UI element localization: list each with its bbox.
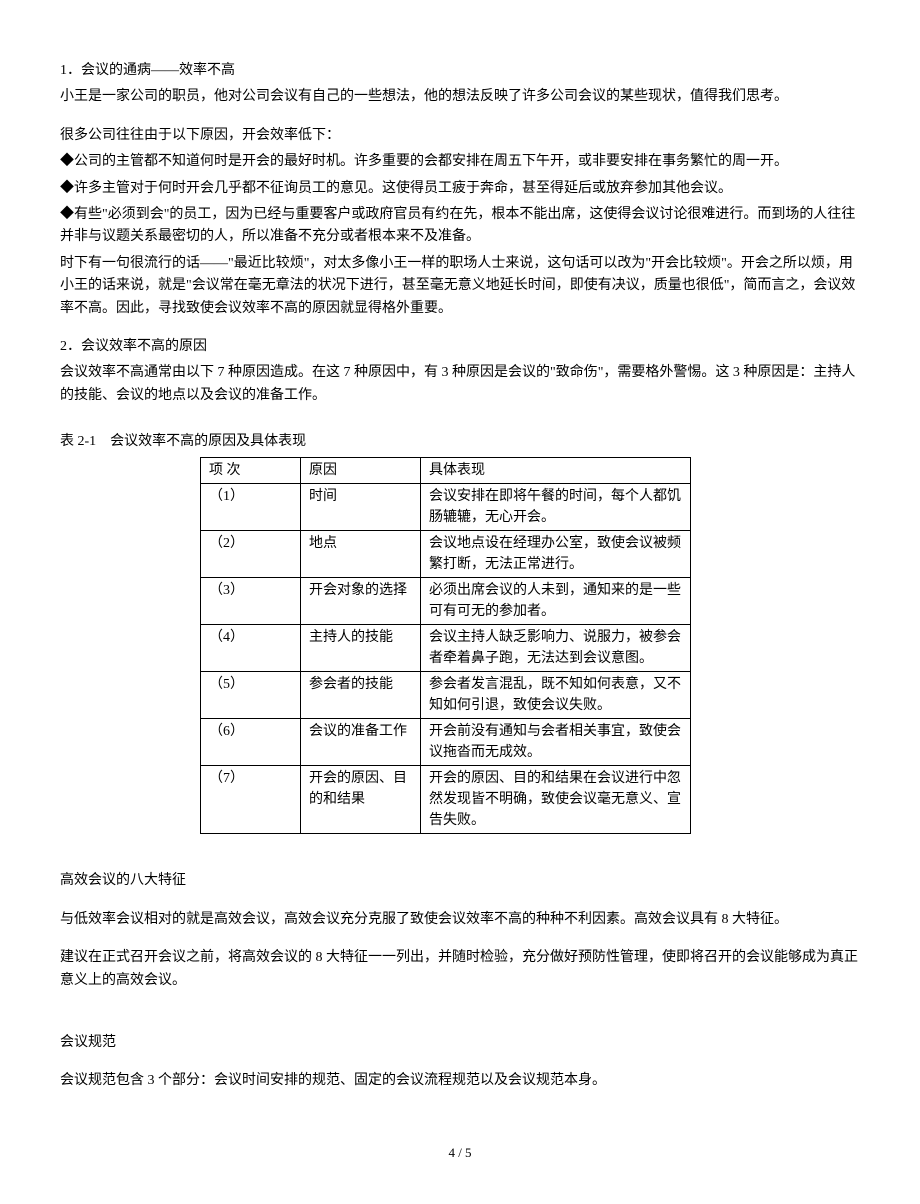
section1-bullet1: ◆公司的主管都不知道何时是开会的最好时机。许多重要的会都安排在周五下午开，或非要… bbox=[60, 151, 860, 173]
th-index: 项 次 bbox=[201, 458, 301, 484]
section1-bullet2: ◆许多主管对于何时开会几乎都不征询员工的意见。这使得员工疲于奔命，甚至得延后或放… bbox=[60, 178, 860, 200]
section1-heading: 1．会议的通病——效率不高 bbox=[60, 60, 860, 82]
table-header-row: 项 次 原因 具体表现 bbox=[201, 458, 691, 484]
table-row: （6） 会议的准备工作 开会前没有通知与会者相关事宜，致使会议拖沓而无成效。 bbox=[201, 719, 691, 766]
cell-detail: 开会前没有通知与会者相关事宜，致使会议拖沓而无成效。 bbox=[421, 719, 691, 766]
cell-reason: 开会的原因、目的和结果 bbox=[301, 766, 421, 834]
cell-detail: 开会的原因、目的和结果在会议进行中忽然发现皆不明确，致使会议毫无意义、宣告失败。 bbox=[421, 766, 691, 834]
cell-reason: 参会者的技能 bbox=[301, 672, 421, 719]
cell-detail: 参会者发言混乱，既不知如何表意，又不知如何引退，致使会议失败。 bbox=[421, 672, 691, 719]
section1-p3: 时下有一句很流行的话——"最近比较烦"，对太多像小王一样的职场人士来说，这句话可… bbox=[60, 253, 860, 320]
cell-detail: 会议地点设在经理办公室，致使会议被频繁打断，无法正常进行。 bbox=[421, 531, 691, 578]
section2-p1: 会议效率不高通常由以下 7 种原因造成。在这 7 种原因中，有 3 种原因是会议… bbox=[60, 362, 860, 407]
cell-reason: 地点 bbox=[301, 531, 421, 578]
page-number: 4 / 5 bbox=[60, 1143, 860, 1164]
cell-index: （3） bbox=[201, 578, 301, 625]
cell-detail: 会议安排在即将午餐的时间，每个人都饥肠辘辘，无心开会。 bbox=[421, 484, 691, 531]
cell-index: （5） bbox=[201, 672, 301, 719]
section1-bullet3: ◆有些"必须到会"的员工，因为已经与重要客户或政府官员有约在先，根本不能出席，这… bbox=[60, 204, 860, 249]
table-caption: 表 2-1 会议效率不高的原因及具体表现 bbox=[60, 431, 860, 453]
table-row: （1） 时间 会议安排在即将午餐的时间，每个人都饥肠辘辘，无心开会。 bbox=[201, 484, 691, 531]
section3-heading: 高效会议的八大特征 bbox=[60, 870, 860, 892]
cell-detail: 必须出席会议的人未到，通知来的是一些可有可无的参加者。 bbox=[421, 578, 691, 625]
table-row: （7） 开会的原因、目的和结果 开会的原因、目的和结果在会议进行中忽然发现皆不明… bbox=[201, 766, 691, 834]
section3-p1: 与低效率会议相对的就是高效会议，高效会议充分克服了致使会议效率不高的种种不利因素… bbox=[60, 909, 860, 931]
th-detail: 具体表现 bbox=[421, 458, 691, 484]
table-row: （2） 地点 会议地点设在经理办公室，致使会议被频繁打断，无法正常进行。 bbox=[201, 531, 691, 578]
cell-reason: 时间 bbox=[301, 484, 421, 531]
section4-heading: 会议规范 bbox=[60, 1032, 860, 1054]
cell-index: （2） bbox=[201, 531, 301, 578]
cell-reason: 开会对象的选择 bbox=[301, 578, 421, 625]
table-row: （4） 主持人的技能 会议主持人缺乏影响力、说服力，被参会者牵着鼻子跑，无法达到… bbox=[201, 625, 691, 672]
reasons-table: 项 次 原因 具体表现 （1） 时间 会议安排在即将午餐的时间，每个人都饥肠辘辘… bbox=[200, 457, 691, 834]
cell-reason: 会议的准备工作 bbox=[301, 719, 421, 766]
cell-index: （1） bbox=[201, 484, 301, 531]
cell-detail: 会议主持人缺乏影响力、说服力，被参会者牵着鼻子跑，无法达到会议意图。 bbox=[421, 625, 691, 672]
cell-index: （4） bbox=[201, 625, 301, 672]
cell-index: （6） bbox=[201, 719, 301, 766]
section1-p2: 很多公司往往由于以下原因，开会效率低下： bbox=[60, 125, 860, 147]
th-reason: 原因 bbox=[301, 458, 421, 484]
cell-reason: 主持人的技能 bbox=[301, 625, 421, 672]
section4-p1: 会议规范包含 3 个部分：会议时间安排的规范、固定的会议流程规范以及会议规范本身… bbox=[60, 1070, 860, 1092]
section1-p1: 小王是一家公司的职员，他对公司会议有自己的一些想法，他的想法反映了许多公司会议的… bbox=[60, 86, 860, 108]
section3-p2: 建议在正式召开会议之前，将高效会议的 8 大特征一一列出，并随时检验，充分做好预… bbox=[60, 947, 860, 992]
section2-heading: 2．会议效率不高的原因 bbox=[60, 336, 860, 358]
table-row: （5） 参会者的技能 参会者发言混乱，既不知如何表意，又不知如何引退，致使会议失… bbox=[201, 672, 691, 719]
table-row: （3） 开会对象的选择 必须出席会议的人未到，通知来的是一些可有可无的参加者。 bbox=[201, 578, 691, 625]
cell-index: （7） bbox=[201, 766, 301, 834]
